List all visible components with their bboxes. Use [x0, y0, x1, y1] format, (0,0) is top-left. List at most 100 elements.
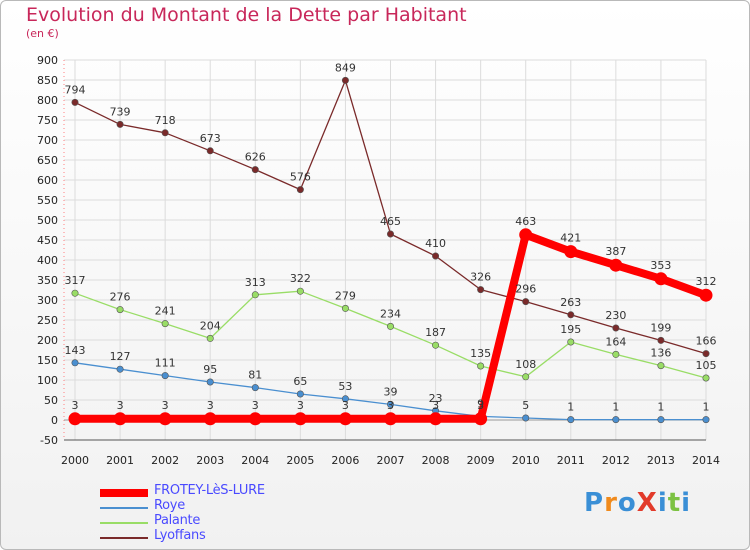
x-tick-label: 2010 — [512, 454, 540, 467]
logo-letter: r — [604, 488, 618, 518]
data-label: 3 — [117, 399, 124, 412]
y-tick-label: 0 — [51, 414, 58, 427]
data-label: 387 — [605, 245, 626, 258]
data-point — [612, 416, 620, 424]
data-point — [567, 416, 575, 424]
data-label: 421 — [560, 232, 581, 245]
chart-title: Evolution du Montant de la Dette par Hab… — [26, 4, 467, 26]
y-tick-label: 500 — [37, 214, 58, 227]
y-tick-label: 900 — [37, 54, 58, 67]
axes: -50 0 50 100 150 200 250 300 350 400 450 500 550 600 6… — [37, 54, 720, 467]
data-point — [657, 416, 665, 424]
data-label: 204 — [200, 319, 221, 332]
data-label: 199 — [650, 321, 671, 334]
x-tick-label: 2002 — [151, 454, 179, 467]
y-tick-label: 800 — [37, 94, 58, 107]
data-point — [248, 412, 262, 426]
data-label: 3 — [72, 399, 79, 412]
data-label: 105 — [696, 359, 717, 372]
data-label: 3 — [162, 399, 169, 412]
data-point — [296, 186, 304, 194]
x-tick-label: 2006 — [331, 454, 359, 467]
x-tick-label: 2001 — [106, 454, 134, 467]
x-tick-label: 2014 — [692, 454, 720, 467]
data-label: 241 — [155, 305, 176, 318]
data-label: 296 — [515, 283, 536, 296]
y-tick-label: 600 — [37, 174, 58, 187]
data-label: 794 — [65, 83, 86, 96]
data-label: 166 — [696, 335, 717, 348]
legend-swatch — [100, 489, 148, 497]
data-point — [341, 76, 349, 84]
data-label: 65 — [293, 375, 307, 388]
x-tick-label: 2013 — [647, 454, 675, 467]
data-point — [296, 390, 304, 398]
data-point — [296, 287, 304, 295]
data-point — [113, 412, 127, 426]
data-label: 353 — [650, 259, 671, 272]
data-label: 53 — [338, 380, 352, 393]
data-point — [609, 258, 623, 272]
data-point — [161, 320, 169, 328]
data-label: 673 — [200, 132, 221, 145]
data-label: 3 — [252, 399, 259, 412]
data-point — [702, 374, 710, 382]
data-point — [71, 98, 79, 106]
logo-letter: X — [636, 488, 658, 518]
data-label: 465 — [380, 215, 401, 228]
chart-subtitle: (en €) — [26, 27, 59, 40]
y-tick-label: 100 — [37, 374, 58, 387]
data-label: 626 — [245, 151, 266, 164]
y-tick-label: 650 — [37, 154, 58, 167]
data-point — [564, 245, 578, 259]
x-tick-label: 2005 — [286, 454, 314, 467]
data-point — [386, 400, 394, 408]
y-tick-label: 200 — [37, 334, 58, 347]
data-label: 263 — [560, 296, 581, 309]
data-label: 81 — [248, 369, 262, 382]
legend-label: Lyoffans — [154, 528, 206, 543]
data-point — [386, 230, 394, 238]
data-point — [699, 288, 713, 302]
data-point — [71, 359, 79, 367]
data-point — [251, 166, 259, 174]
proxiti-logo: ProXiti — [584, 488, 691, 518]
data-label: 95 — [203, 363, 217, 376]
data-point — [68, 412, 82, 426]
data-label: 279 — [335, 289, 356, 302]
data-label: 326 — [470, 271, 491, 284]
logo-letter: i — [681, 488, 692, 518]
data-point — [206, 147, 214, 155]
y-tick-label: 150 — [37, 354, 58, 367]
data-point — [432, 252, 440, 260]
data-point — [477, 286, 485, 294]
data-point — [657, 362, 665, 370]
legend-swatch — [100, 522, 148, 524]
data-label: 3 — [297, 399, 304, 412]
x-tick-label: 2008 — [422, 454, 450, 467]
data-point — [341, 304, 349, 312]
x-tick-label: 2007 — [377, 454, 405, 467]
data-point — [477, 362, 485, 370]
data-label: 108 — [515, 358, 536, 371]
logo-letter: t — [667, 488, 682, 518]
data-point — [612, 324, 620, 332]
data-point — [341, 395, 349, 403]
data-label: 718 — [155, 114, 176, 127]
data-label: 739 — [110, 105, 131, 118]
data-label: 23 — [429, 392, 443, 405]
data-label: 410 — [425, 237, 446, 250]
data-point — [203, 412, 217, 426]
y-tick-label: -50 — [40, 434, 58, 447]
y-tick-label: 550 — [37, 194, 58, 207]
data-point — [251, 291, 259, 299]
data-label: 1 — [657, 401, 664, 414]
data-label: 1 — [567, 401, 574, 414]
legend-swatch — [100, 537, 148, 539]
data-label: 9 — [477, 397, 484, 410]
data-point — [612, 350, 620, 358]
data-label: 143 — [65, 344, 86, 357]
logo-letter: o — [617, 488, 637, 518]
